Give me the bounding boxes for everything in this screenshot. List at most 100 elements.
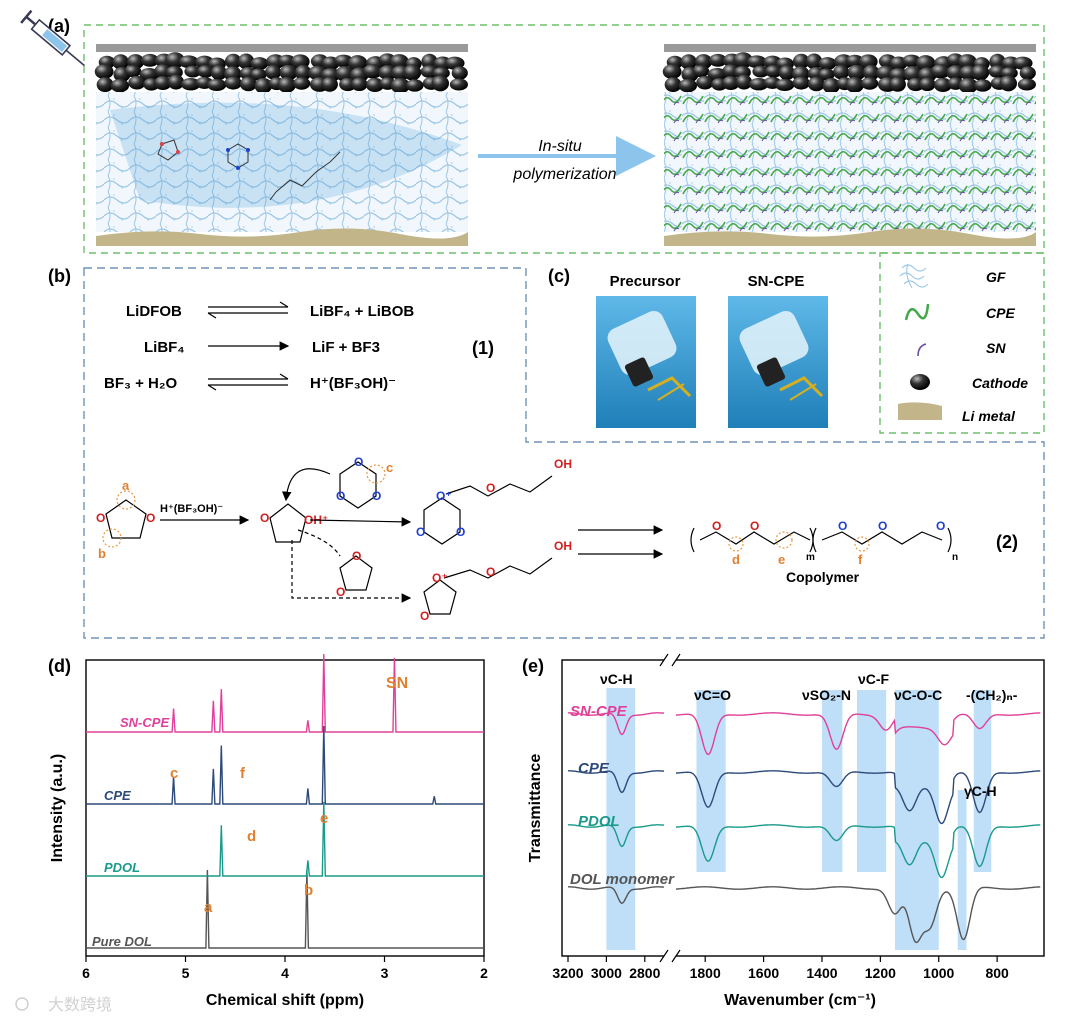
- ir-y-label: Transmittance: [527, 754, 544, 863]
- ir-series-sn-cpe: [675, 712, 1041, 755]
- ir-label-dol-monomer: DOL monomer: [570, 871, 675, 888]
- trioxane-molecule-icon: [226, 143, 250, 170]
- cathode-particle: [196, 65, 215, 78]
- cathode-particle: [335, 65, 355, 82]
- panel-b: (b) LiDFOB LiBF₄ + LiBOB LiBF₄ LiF + BF3…: [48, 266, 1045, 639]
- cathode-particles-right: [662, 52, 1036, 94]
- site-d: d: [732, 552, 740, 567]
- subscript-m: m: [806, 552, 815, 563]
- cathode-particle: [250, 57, 269, 71]
- cathode-particle: [971, 64, 990, 81]
- cathode-particle: [833, 65, 850, 80]
- copolymer-structure: [690, 527, 952, 553]
- cathode-particle: [958, 77, 978, 94]
- cathode-particle: [254, 77, 273, 94]
- legend-sn-icon: [917, 343, 927, 357]
- cathode-particle: [957, 54, 977, 70]
- syringe-icon: [20, 9, 85, 67]
- nmr-y-label: Intensity (a.u.): [49, 754, 66, 862]
- eq2-left: LiBF₄: [144, 339, 184, 356]
- ir-x-tick-label: 2800: [629, 965, 660, 981]
- cathode-particle: [128, 75, 146, 90]
- cathode-particle: [405, 79, 424, 92]
- nmr-label-pdol: PDOL: [104, 860, 140, 875]
- cathode-particle: [224, 76, 242, 90]
- prod2-o-chain: O: [486, 565, 495, 579]
- cathode-particle: [403, 64, 422, 81]
- eq2-right: LiF + BF3: [312, 339, 380, 356]
- dol2-o2: O: [336, 585, 345, 599]
- cathode-particle: [818, 57, 837, 71]
- band-label-ch2n: -(CH₂)ₙ-: [966, 687, 1018, 703]
- ir-axis-break-marks: [659, 653, 681, 963]
- watermark-logo-icon: [15, 997, 29, 1011]
- legend-border: [879, 252, 1045, 434]
- nmr-label-pure-dol: Pure DOL: [92, 934, 152, 949]
- cathode-particle: [889, 76, 906, 92]
- cathode-particle: [265, 65, 282, 80]
- cathode-particle: [250, 68, 267, 81]
- prod1-o3: O: [456, 525, 465, 539]
- cathode-particle: [778, 65, 795, 81]
- cathode-particle: [696, 75, 714, 90]
- ir-series-sn-cpe: [568, 712, 665, 736]
- equilibrium-arrow-3: [207, 373, 289, 391]
- cathode-particle: [277, 76, 296, 93]
- ir-axes-frame: [561, 659, 1045, 957]
- eq3-left: BF₃ + H₂O: [104, 375, 178, 392]
- copoly-o3: O: [838, 519, 847, 533]
- cathode-particle: [277, 54, 296, 68]
- liquid-precursor: [110, 102, 462, 208]
- cathode-particle: [365, 77, 385, 93]
- cathode-particle: [389, 54, 409, 70]
- ir-x-tick-label: 3000: [591, 965, 622, 981]
- cathode-particle: [748, 78, 769, 91]
- cathode-particle: [722, 75, 740, 91]
- ir-band-highlight: [857, 690, 887, 872]
- cathode-particle: [664, 77, 682, 93]
- ir-x-label: Wavenumber (cm⁻¹): [724, 992, 876, 1009]
- cathode-particle: [692, 65, 710, 78]
- cathode-particle: [818, 68, 835, 81]
- trioxane-ring: [339, 461, 386, 509]
- ir-series-pdol: [568, 824, 665, 848]
- band-label-coc: νC-O-C: [894, 687, 942, 703]
- current-collector: [96, 44, 468, 52]
- cathode-particle: [279, 64, 298, 81]
- ir-x-ticks: 3200 3000 2800 1800 1600 1400 1200 1000 800: [552, 956, 1009, 981]
- eq1-right: LiBF₄ + LiBOB: [310, 303, 414, 320]
- nmr-series-pure-dol: [86, 869, 484, 949]
- ir-x-tick-label: 1400: [806, 965, 837, 981]
- cathode-particle: [207, 78, 227, 91]
- band-label-cf: νC-F: [858, 671, 890, 687]
- nmr-spectra: [86, 653, 484, 949]
- product-trioxane: [423, 475, 553, 545]
- attack-arrow: [281, 468, 331, 502]
- ir-x-tick-label: 3200: [552, 965, 583, 981]
- prod1-o-plus: O⁺: [436, 489, 452, 503]
- legend-label-cpe: CPE: [986, 305, 1015, 321]
- cathode-particle: [764, 65, 783, 78]
- cathode-particle: [139, 68, 159, 81]
- prod1-o-chain: O: [486, 481, 495, 495]
- cathode-particle: [662, 64, 682, 80]
- legend-cathode-icon: [910, 374, 930, 390]
- cathode-particle: [973, 79, 992, 92]
- ir-x-tick-label: 1800: [690, 965, 721, 981]
- cathode-particle: [845, 76, 864, 93]
- cathode-particle: [180, 78, 201, 91]
- precursor-photo: [596, 296, 696, 428]
- cathode-particle: [752, 65, 770, 78]
- nmr-axes-frame: [85, 659, 485, 957]
- cell-before: [94, 44, 468, 246]
- ir-band-highlight: [821, 690, 843, 872]
- dol-o1: O: [96, 511, 105, 525]
- path-arrow-3: [297, 529, 341, 557]
- path-arrow-1: [309, 517, 412, 527]
- cathode-particle: [919, 77, 936, 92]
- panel-e-label: (e): [522, 656, 544, 676]
- cathode-particle: [239, 76, 257, 92]
- panel-c: (c) Precursor SN-CPE: [548, 266, 828, 428]
- nmr-label-cpe: CPE: [104, 788, 131, 803]
